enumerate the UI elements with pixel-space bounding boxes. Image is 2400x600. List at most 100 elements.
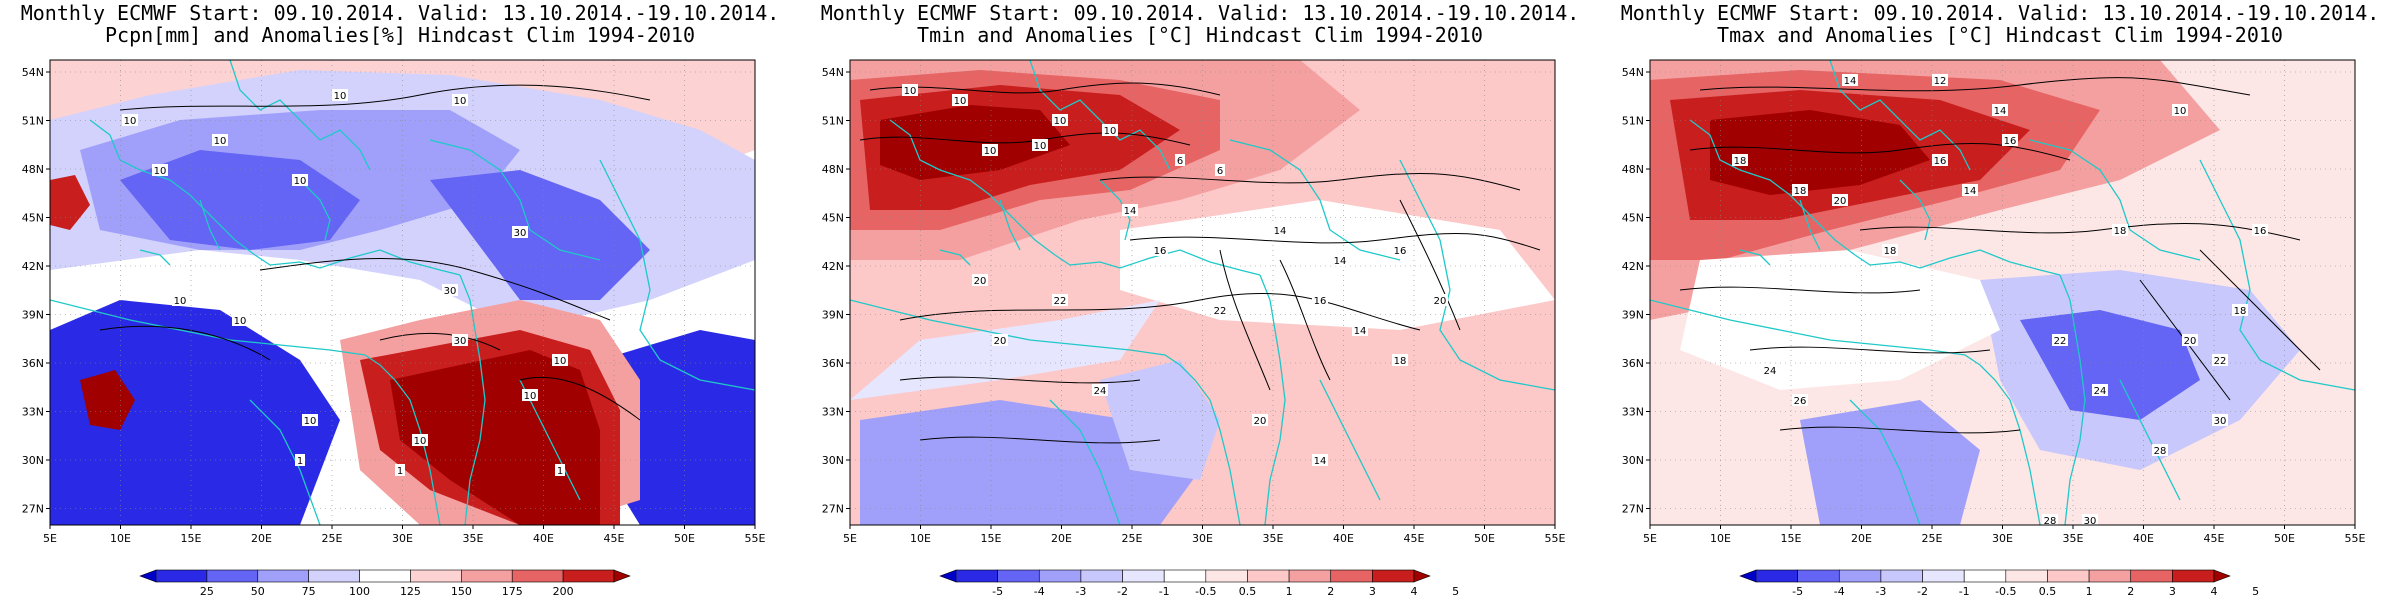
contour-label-bg bbox=[1792, 184, 1808, 196]
coastline bbox=[1899, 179, 1931, 241]
contour-label: 26 bbox=[1794, 396, 1807, 407]
contour-label: 14 bbox=[1964, 186, 1977, 197]
coastline bbox=[939, 249, 971, 266]
contour-label: 10 bbox=[524, 391, 537, 402]
colorbar-swatch bbox=[1963, 569, 2007, 583]
contour-label: 24 bbox=[1094, 386, 1107, 397]
coastline bbox=[1689, 119, 1856, 256]
contour-label: 28 bbox=[2154, 446, 2167, 457]
lat-label: 51N bbox=[22, 115, 44, 128]
lat-label: 27N bbox=[1622, 503, 1644, 516]
contour-label-bg bbox=[2182, 334, 2198, 346]
colorbar: -5 -4 -3 -2 -1 -0.5 0.5 1 2 3 4 5 bbox=[1739, 569, 2259, 598]
lat-label: 36N bbox=[22, 357, 44, 370]
lon-label: 20E bbox=[251, 532, 272, 545]
coastline bbox=[1029, 60, 1171, 171]
coastline bbox=[1854, 249, 2061, 276]
coastline bbox=[599, 159, 755, 391]
contour-labels: 10 10 10 10 30 10 10 10 10 30 10 10 10 1 1 1 30 10 bbox=[122, 89, 568, 477]
colorbar-label: -5 bbox=[1792, 585, 1803, 598]
contour-label-bg bbox=[395, 464, 405, 476]
contour-label-bg bbox=[982, 144, 998, 156]
coastline bbox=[379, 364, 441, 525]
lon-label: 40E bbox=[1333, 532, 1354, 545]
colorbar-swatch bbox=[461, 569, 513, 583]
contour-label-bg bbox=[522, 389, 538, 401]
lat-label: 39N bbox=[22, 309, 44, 322]
contour-label: 10 bbox=[214, 136, 227, 147]
lon-label: 35E bbox=[1263, 532, 1284, 545]
lat-label: 54N bbox=[822, 66, 844, 79]
contour-label: 1 bbox=[557, 466, 563, 477]
colorbar-label: 100 bbox=[349, 585, 370, 598]
contour-line bbox=[1099, 172, 1521, 191]
contour-label: 20 bbox=[994, 336, 1007, 347]
colorbar-low-arrow bbox=[1739, 569, 1757, 583]
lat-label: 48N bbox=[22, 163, 44, 176]
contour-label-bg bbox=[1122, 204, 1138, 216]
lat-label: 42N bbox=[822, 260, 844, 273]
colorbar-label: 4 bbox=[2211, 585, 2218, 598]
lon-label: 5E bbox=[43, 532, 57, 545]
coastline bbox=[2029, 139, 2201, 261]
colorbar-label: 150 bbox=[451, 585, 472, 598]
contour-label: 22 bbox=[1054, 296, 1067, 307]
contour-label-bg bbox=[2002, 134, 2018, 146]
contour-label-bg bbox=[152, 164, 168, 176]
contour-label-bg bbox=[452, 334, 468, 346]
contour-label: 10 bbox=[174, 296, 187, 307]
contour-label: 18 bbox=[1884, 246, 1897, 257]
contour-line bbox=[1679, 286, 1921, 294]
coastline bbox=[229, 60, 371, 171]
colorbar-swatch bbox=[257, 569, 309, 583]
colorbar-label: 2 bbox=[1327, 585, 1334, 598]
contour-label: 10 bbox=[124, 116, 137, 127]
lon-label: 30E bbox=[392, 532, 413, 545]
lon-label: 40E bbox=[533, 532, 554, 545]
coastline bbox=[1319, 379, 1381, 501]
contour-label: 14 bbox=[1844, 76, 1857, 87]
anomaly-region bbox=[50, 175, 90, 230]
coastline bbox=[2059, 274, 2086, 525]
colorbar-low-arrow bbox=[139, 569, 157, 583]
contour-label-bg bbox=[1792, 394, 1808, 406]
anomaly-region bbox=[50, 300, 340, 525]
coastline bbox=[1229, 139, 1401, 261]
lat-label: 30N bbox=[22, 454, 44, 467]
contour-line bbox=[119, 84, 651, 111]
lon-label: 55E bbox=[745, 532, 766, 545]
contour-label: 18 bbox=[2234, 306, 2247, 317]
anomaly-region bbox=[1100, 360, 1220, 480]
contour-label: 16 bbox=[1314, 296, 1327, 307]
contour-line bbox=[869, 82, 1221, 96]
contour-label: 10 bbox=[1034, 141, 1047, 152]
colorbar-label: -2 bbox=[1117, 585, 1128, 598]
coastline bbox=[139, 249, 171, 266]
coastline bbox=[89, 119, 256, 256]
contour-line bbox=[259, 257, 611, 321]
contour-label-bg bbox=[952, 94, 968, 106]
contour-label: 30 bbox=[2214, 416, 2227, 427]
lon-label: 10E bbox=[1710, 532, 1731, 545]
contour-label: 10 bbox=[454, 96, 467, 107]
contour-label: 24 bbox=[1764, 366, 1777, 377]
contour-label-bg bbox=[2152, 444, 2168, 456]
contour-label-bg bbox=[1392, 354, 1408, 366]
contour-label: 20 bbox=[1434, 296, 1447, 307]
colorbar-swatch bbox=[410, 569, 462, 583]
panel-tmin: Monthly ECMWF Start: 09.10.2014. Valid: … bbox=[800, 0, 1600, 600]
colorbar-label: -3 bbox=[1075, 585, 1086, 598]
contour-label-bg bbox=[2212, 354, 2228, 366]
colorbar-swatch bbox=[1247, 569, 1290, 583]
colorbar-swatch bbox=[2130, 569, 2173, 583]
contour-label-bg bbox=[1052, 114, 1068, 126]
lat-label: 48N bbox=[1622, 163, 1644, 176]
contours bbox=[1679, 77, 2321, 434]
contour-label-bg bbox=[512, 226, 528, 238]
contour-label-bg bbox=[1052, 294, 1068, 306]
colorbar-swatch bbox=[1163, 569, 1207, 583]
lat-label: 54N bbox=[1622, 66, 1644, 79]
contour-label-bg bbox=[232, 314, 248, 326]
contour-label: 20 bbox=[1254, 416, 1267, 427]
